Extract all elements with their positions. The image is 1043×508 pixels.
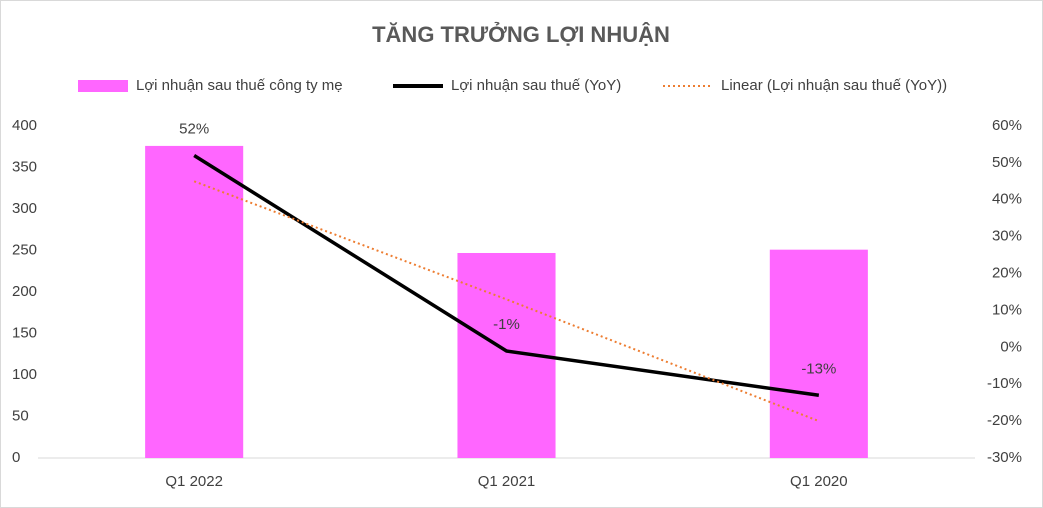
x-tick-label: Q1 2020 xyxy=(790,473,848,490)
y2-tick-label: -20% xyxy=(987,412,1022,429)
y-tick-label: 200 xyxy=(12,283,37,300)
y2-tick-label: 40% xyxy=(992,191,1022,208)
legend-label: Linear (Lợi nhuận sau thuế (YoY)) xyxy=(721,77,947,94)
data-label: -13% xyxy=(801,360,836,377)
data-label: 52% xyxy=(179,120,209,137)
y-tick-label: 150 xyxy=(12,324,37,341)
y-tick-label: 400 xyxy=(12,117,37,134)
y2-tick-label: 60% xyxy=(992,117,1022,134)
x-tick-label: Q1 2021 xyxy=(478,473,536,490)
data-label: -1% xyxy=(493,316,520,333)
y2-tick-label: -30% xyxy=(987,449,1022,466)
x-tick-label: Q1 2022 xyxy=(165,473,223,490)
y-tick-label: 50 xyxy=(12,407,29,424)
trendline xyxy=(193,180,820,423)
y2-tick-label: 0% xyxy=(1000,338,1022,355)
legend-label: Lợi nhuận sau thuế (YoY) xyxy=(451,77,621,94)
y2-tick-label: 30% xyxy=(992,228,1022,245)
y-tick-label: 250 xyxy=(12,241,37,258)
bar xyxy=(769,249,868,458)
y-tick-label: 0 xyxy=(12,449,20,466)
y2-tick-label: -10% xyxy=(987,375,1022,392)
y-tick-label: 350 xyxy=(12,158,37,175)
y-tick-label: 300 xyxy=(12,200,37,217)
y2-tick-label: 10% xyxy=(992,301,1022,318)
y-tick-label: 100 xyxy=(12,366,37,383)
chart-title: TĂNG TRƯỞNG LỢI NHUẬN xyxy=(372,22,670,47)
legend-swatch xyxy=(78,80,128,92)
legend-label: Lợi nhuận sau thuế công ty mẹ xyxy=(136,77,343,94)
y2-tick-label: 20% xyxy=(992,265,1022,282)
bar xyxy=(145,145,244,459)
y2-tick-label: 50% xyxy=(992,154,1022,171)
